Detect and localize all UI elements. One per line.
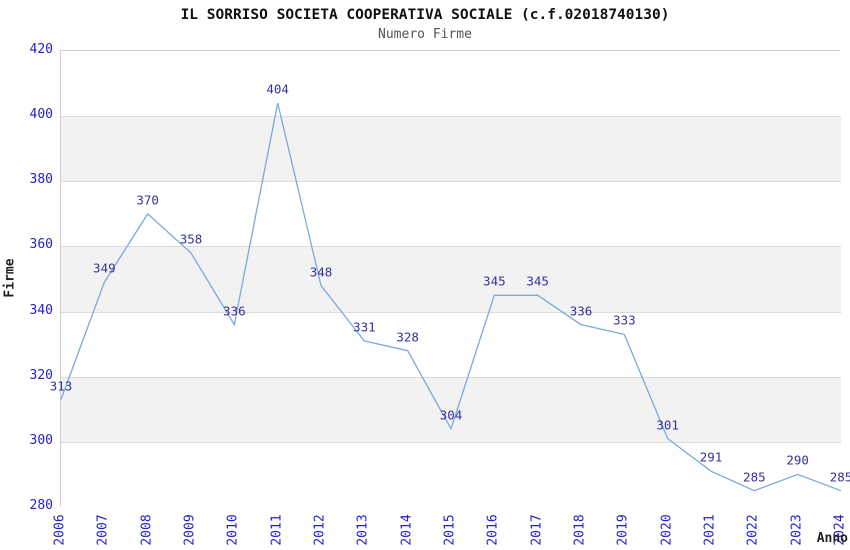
x-tick-label: 2011 — [269, 514, 285, 546]
chart-subtitle: Numero Firme — [378, 27, 472, 42]
data-point-label: 291 — [699, 449, 723, 465]
x-tick-label: 2010 — [225, 514, 241, 546]
x-tick-label: 2022 — [745, 514, 761, 546]
plot-band — [61, 51, 841, 117]
x-tick-label: 2021 — [702, 514, 718, 546]
chart-title: IL SORRISO SOCIETA COOPERATIVA SOCIALE (… — [180, 7, 670, 23]
data-point-label: 404 — [266, 81, 289, 97]
y-tick-label: 300 — [29, 432, 53, 448]
gridline — [61, 376, 841, 378]
data-point-label: 328 — [396, 329, 419, 345]
data-point-label: 285 — [743, 469, 766, 485]
gridline — [61, 246, 841, 248]
data-point-label: 304 — [439, 407, 463, 423]
x-tick-label: 2018 — [572, 514, 588, 546]
data-point-label: 370 — [136, 192, 159, 208]
x-tick-label: 2012 — [312, 514, 328, 546]
x-tick-label: 2020 — [659, 514, 675, 546]
x-tick-label: 2014 — [399, 514, 415, 546]
gridline — [61, 441, 841, 443]
x-tick-label: 2006 — [52, 514, 68, 546]
x-tick-label: 2023 — [789, 514, 805, 546]
x-tick-label: 2019 — [615, 514, 631, 546]
data-point-label: 331 — [353, 319, 376, 335]
data-point-label: 348 — [309, 264, 333, 279]
x-tick-label: 2016 — [485, 514, 501, 546]
x-tick-label: 2013 — [355, 514, 371, 546]
plot-band — [61, 441, 841, 507]
plot-area: 313 349 370 358 336 404 348 331 328 304 345 345 336 3… — [50, 50, 850, 507]
data-point-label: 358 — [179, 231, 203, 247]
data-point-label: 333 — [613, 312, 636, 328]
x-tick-label: 2008 — [139, 514, 155, 546]
line-series — [60, 102, 842, 492]
gridline — [61, 116, 841, 118]
x-tick-label: 2015 — [442, 514, 458, 546]
x-tick-label: 2007 — [95, 514, 111, 546]
series-line — [60, 102, 842, 492]
data-point-label: 336 — [223, 303, 246, 319]
plot-band — [61, 376, 841, 442]
plot-band — [61, 181, 841, 247]
data-point-label: 349 — [93, 260, 116, 276]
y-axis-title: Firme — [2, 258, 18, 298]
y-tick-label: 400 — [29, 107, 53, 123]
x-axis-title: Anno — [816, 531, 848, 546]
y-tick-label: 420 — [29, 42, 53, 57]
data-point-label: 336 — [569, 303, 593, 319]
data-point-label: 285 — [829, 469, 850, 485]
data-point-label: 313 — [49, 378, 73, 393]
x-tick-label: 2009 — [182, 514, 198, 546]
data-point-label: 290 — [786, 452, 809, 468]
y-tick-label: 360 — [29, 237, 53, 253]
y-tick-label: 280 — [29, 498, 53, 513]
data-point-label: 345 — [526, 273, 549, 289]
data-point-label: 301 — [656, 417, 679, 433]
plot-band — [61, 116, 841, 182]
gridline — [61, 181, 841, 183]
plot-band — [61, 311, 841, 377]
x-tick-label: 2017 — [529, 514, 545, 546]
gridline — [61, 311, 841, 313]
plot-band — [61, 246, 841, 312]
y-tick-label: 340 — [29, 302, 53, 318]
y-tick-label: 320 — [29, 367, 53, 383]
data-point-label: 345 — [483, 273, 506, 289]
y-tick-label: 380 — [29, 172, 53, 188]
